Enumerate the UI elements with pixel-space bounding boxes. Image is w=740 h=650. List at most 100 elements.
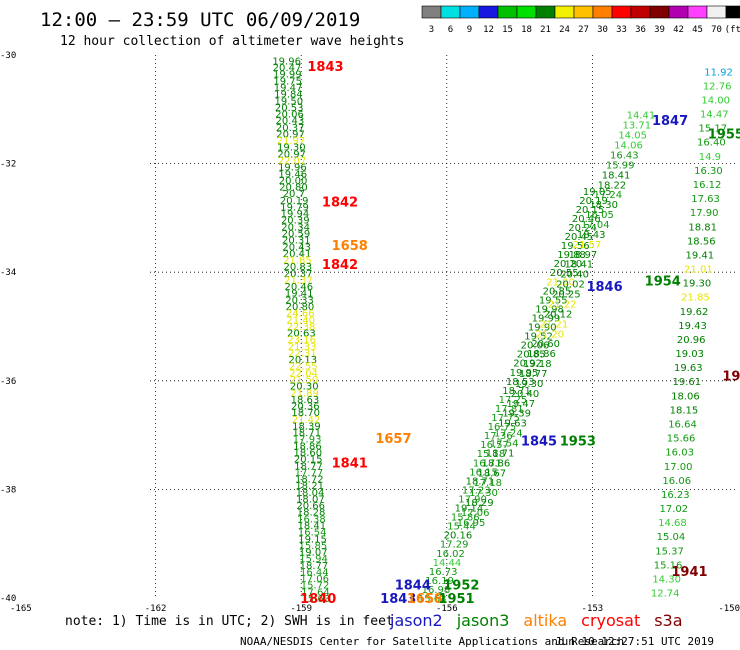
satellite-legend-item: cryosat (581, 611, 640, 630)
wave-height-value: 21.01 (684, 265, 713, 276)
wave-height-value: 19.46 (278, 169, 307, 180)
wave-height-value: 15.37 (655, 546, 684, 557)
color-scale-swatch (459, 5, 480, 19)
wave-height-value: 20.33 (285, 295, 314, 306)
color-scale-label: 27 (578, 25, 589, 35)
y-tick-label: -38 (0, 485, 16, 495)
wave-height-value: 24.66 (286, 309, 315, 320)
plot-area: -30-32-34-36-38-40 -165 -162 -159 -156 -153-… (0, 51, 740, 614)
pass-time-label: 1954 (645, 274, 681, 289)
wave-height-value: 17.75 (491, 413, 520, 424)
wave-height-value: 18.86 (482, 458, 511, 469)
color-scale-label: 36 (635, 25, 646, 35)
wave-height-value: 21.42 (292, 415, 321, 426)
wave-height-value: 19.79 (280, 202, 309, 213)
wave-height-value: 16.57 (480, 440, 509, 451)
wave-height-value: 18.41 (297, 521, 326, 532)
wave-height-value: 19.63 (674, 363, 703, 374)
wave-height-value: 15.63 (418, 594, 447, 605)
wave-height-value: 16.23 (661, 490, 690, 501)
satellite-legend-item: jason3 (456, 611, 510, 630)
wave-height-value: 22.55 (289, 362, 318, 373)
wave-height-value: 23.16 (287, 335, 316, 346)
wave-height-value: 14.41 (627, 111, 656, 122)
color-scale-label: 24 (559, 25, 570, 35)
wave-height-value: 20.53 (275, 103, 304, 114)
color-scale-label: 9 (467, 25, 472, 35)
wave-height-value: 21.89 (290, 388, 319, 399)
color-scale-label: 30 (597, 25, 608, 35)
wave-height-value: 19.41 (285, 289, 314, 300)
wave-height-value: 18.63 (291, 395, 320, 406)
wave-height-value: 19.61 (673, 377, 702, 388)
wave-height-value: 16.71 (473, 458, 502, 469)
color-scale-swatch (478, 5, 499, 19)
wave-height-value: 19.55 (539, 295, 568, 306)
wave-height-value: 20.36 (291, 402, 320, 413)
pass-time-label: 1941 (722, 369, 740, 384)
wave-height-value: 18.71 (292, 428, 321, 439)
wave-height-value: 20.41 (283, 249, 312, 260)
wave-height-value: 18.77 (519, 369, 548, 380)
wave-height-value: 19.47 (506, 399, 535, 410)
wave-height-value: 20.55 (550, 268, 579, 279)
wave-height-value: 15.44 (447, 522, 476, 533)
wave-height-value: 14.05 (618, 131, 647, 142)
wave-height-value: 19.30 (683, 279, 712, 290)
color-scale-swatch (554, 5, 575, 19)
pass-time-label: 1941 (671, 565, 707, 580)
satellite-legend: jason2 jason3 altika cryosat s3a (389, 611, 683, 630)
wave-height-value: 20.39 (281, 216, 310, 227)
pass-time-label: 1843 (380, 592, 416, 607)
color-scale-swatch (421, 5, 442, 19)
color-scale-swatch (630, 5, 651, 19)
wave-height-value: 20.30 (290, 382, 319, 393)
wave-height-value: 16.30 (694, 166, 723, 177)
wave-height-value: 19.99 (532, 313, 561, 324)
chart-subtitle: 12 hour collection of altimeter wave hei… (60, 34, 404, 49)
wave-height-value: 20.80 (279, 183, 308, 194)
wave-height-value: 19.30 (277, 143, 306, 154)
y-tick-label: -32 (0, 160, 16, 170)
x-tick-label: -162 (145, 604, 167, 614)
wave-height-value: 20.40 (511, 389, 540, 400)
wave-height-value: 22.07 (278, 156, 307, 167)
wave-height-value: 19.47 (274, 83, 303, 94)
wave-height-value: 20.34 (281, 222, 310, 233)
wave-height-value: 17.81 (495, 404, 524, 415)
wave-height-value: 22.04 (289, 368, 318, 379)
wave-height-value: 16.54 (298, 528, 327, 539)
wave-height-value: 18.28 (297, 508, 326, 519)
wave-height-value: 20.7 (283, 189, 305, 200)
wave-height-value: 19.99 (273, 70, 302, 81)
wave-height-value: 18.41 (564, 260, 593, 271)
wave-height-value: 17.18 (473, 478, 502, 489)
wave-height-value: 19.94 (281, 209, 310, 220)
wave-height-value: 17.23 (462, 485, 491, 496)
wave-height-value: 19.41 (686, 250, 715, 261)
color-scale-label: 18 (521, 25, 532, 35)
wave-height-value: 19.39 (502, 409, 531, 420)
x-tick-label: -153 (582, 604, 604, 614)
color-scale-swatch (592, 5, 613, 19)
wave-height-value: 20.92 (513, 359, 542, 370)
wave-height-value: 13.71 (622, 121, 651, 132)
wave-height-value: 18.71 (502, 386, 531, 397)
wave-height-value: 21.40 (286, 315, 315, 326)
wave-height-value: 18.60 (294, 448, 323, 459)
wave-height-value: 17.93 (293, 435, 322, 446)
wave-height-value: 20.15 (576, 205, 605, 216)
wave-height-value: 18.77 (294, 461, 323, 472)
pass-time-label: 1953 (560, 435, 596, 450)
wave-height-value: 17.25 (499, 395, 528, 406)
wave-height-value: 17.63 (691, 194, 720, 205)
x-tick-label: -156 (436, 604, 458, 614)
wave-height-value: 20.66 (296, 501, 325, 512)
wave-height-value: 18.67 (477, 468, 506, 479)
color-scale-swatch (440, 5, 461, 19)
wave-height-value: 16.12 (693, 180, 722, 191)
wave-height-value: 20.02 (556, 280, 585, 291)
wave-height-value: 19.03 (675, 349, 704, 360)
wave-height-value: 18.72 (295, 475, 324, 486)
